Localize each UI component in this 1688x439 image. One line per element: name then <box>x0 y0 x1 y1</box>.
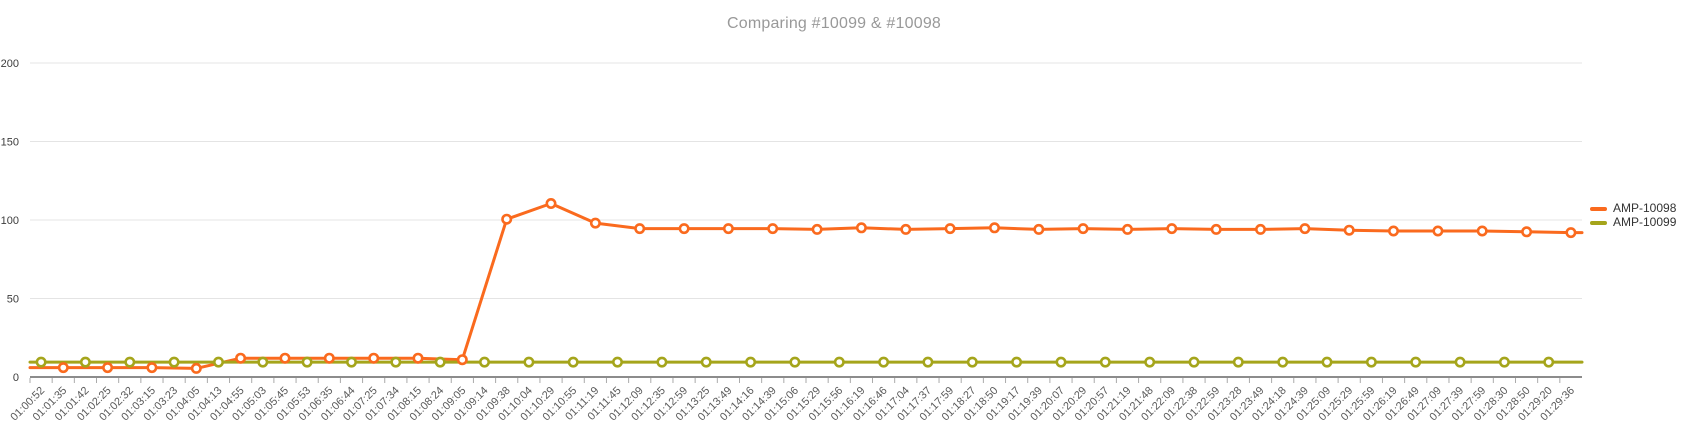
data-point-marker <box>922 356 934 368</box>
data-point-marker <box>1454 356 1466 368</box>
data-point-marker <box>634 223 646 235</box>
data-point-marker <box>1077 223 1089 235</box>
data-point-marker <box>1343 224 1355 236</box>
data-point-marker <box>700 356 712 368</box>
data-point-marker <box>323 352 335 364</box>
series-markers-amp-10099 <box>35 356 1555 368</box>
data-point-marker <box>213 356 225 368</box>
data-point-marker <box>1476 225 1488 237</box>
data-point-marker <box>79 356 91 368</box>
data-point-marker <box>1277 356 1289 368</box>
data-point-marker <box>767 223 779 235</box>
data-point-marker <box>1055 356 1067 368</box>
legend-item-amp-10099[interactable]: AMP-10099 <box>1590 216 1676 229</box>
y-tick-label: 0 <box>13 372 19 384</box>
data-point-marker <box>545 198 557 210</box>
data-point-marker <box>988 222 1000 234</box>
data-point-marker <box>301 356 313 368</box>
data-point-marker <box>855 222 867 234</box>
data-point-marker <box>1255 223 1267 235</box>
y-tick-label: 150 <box>1 137 19 149</box>
y-tick-label: 200 <box>1 58 19 70</box>
data-point-marker <box>1188 356 1200 368</box>
data-point-marker <box>1521 226 1533 238</box>
data-point-marker <box>257 356 269 368</box>
x-axis-ticks <box>29 378 1561 383</box>
legend-item-amp-10098[interactable]: AMP-10098 <box>1590 202 1676 215</box>
data-point-marker <box>124 356 136 368</box>
data-point-marker <box>745 356 757 368</box>
chart-title: Comparing #10099 & #10098 <box>726 15 942 32</box>
data-point-marker <box>678 223 690 235</box>
legend-swatch-amp-10098 <box>1590 206 1607 211</box>
y-tick-label: 50 <box>7 294 19 306</box>
data-point-marker <box>1299 223 1311 235</box>
x-axis-labels: 01:00:5201:01:3501:01:4201:02:2501:02:32… <box>8 385 1577 424</box>
data-point-marker <box>567 356 579 368</box>
data-point-marker <box>235 352 247 364</box>
data-point-marker <box>57 362 69 374</box>
y-axis-labels: 0 50 100 150 200 <box>1 58 19 384</box>
data-point-marker <box>1144 356 1156 368</box>
data-point-marker <box>1232 356 1244 368</box>
data-point-marker <box>523 356 535 368</box>
data-point-marker <box>1565 227 1577 239</box>
data-point-marker <box>1410 356 1422 368</box>
data-point-marker <box>1210 223 1222 235</box>
legend-swatch-amp-10099 <box>1590 220 1607 225</box>
data-point-marker <box>146 362 158 374</box>
data-point-marker <box>944 223 956 235</box>
data-point-marker <box>789 356 801 368</box>
data-point-marker <box>102 362 114 374</box>
data-point-marker <box>589 217 601 229</box>
data-point-marker <box>412 352 424 364</box>
data-point-marker <box>1033 223 1045 235</box>
data-point-marker <box>279 352 291 364</box>
data-point-marker <box>878 356 890 368</box>
data-point-marker <box>833 356 845 368</box>
grid-lines <box>30 62 1582 378</box>
data-point-marker <box>722 223 734 235</box>
data-point-marker <box>611 356 623 368</box>
series-markers-amp-10098 <box>57 198 1577 374</box>
legend-label-amp-10099: AMP-10099 <box>1613 215 1677 229</box>
data-point-marker <box>1365 356 1377 368</box>
data-point-marker <box>1122 223 1134 235</box>
data-point-marker <box>190 362 202 374</box>
data-point-marker <box>1011 356 1023 368</box>
data-point-marker <box>368 352 380 364</box>
data-point-marker <box>1321 356 1333 368</box>
data-point-marker <box>656 356 668 368</box>
legend-label-amp-10098: AMP-10098 <box>1613 201 1677 215</box>
data-point-marker <box>1543 356 1555 368</box>
data-point-marker <box>478 356 490 368</box>
data-point-marker <box>434 356 446 368</box>
data-point-marker <box>1099 356 1111 368</box>
data-point-marker <box>1432 225 1444 237</box>
data-point-marker <box>501 213 513 225</box>
data-point-marker <box>35 356 47 368</box>
data-point-marker <box>390 356 402 368</box>
data-point-marker <box>811 223 823 235</box>
data-point-marker <box>1498 356 1510 368</box>
data-point-marker <box>1388 225 1400 237</box>
data-point-marker <box>456 354 468 366</box>
y-tick-label: 100 <box>1 215 19 227</box>
data-point-marker <box>966 356 978 368</box>
data-point-marker <box>345 356 357 368</box>
chart-legend: AMP-10098 AMP-10099 <box>1590 202 1676 229</box>
data-point-marker <box>168 356 180 368</box>
data-point-marker <box>900 223 912 235</box>
data-point-marker <box>1166 223 1178 235</box>
